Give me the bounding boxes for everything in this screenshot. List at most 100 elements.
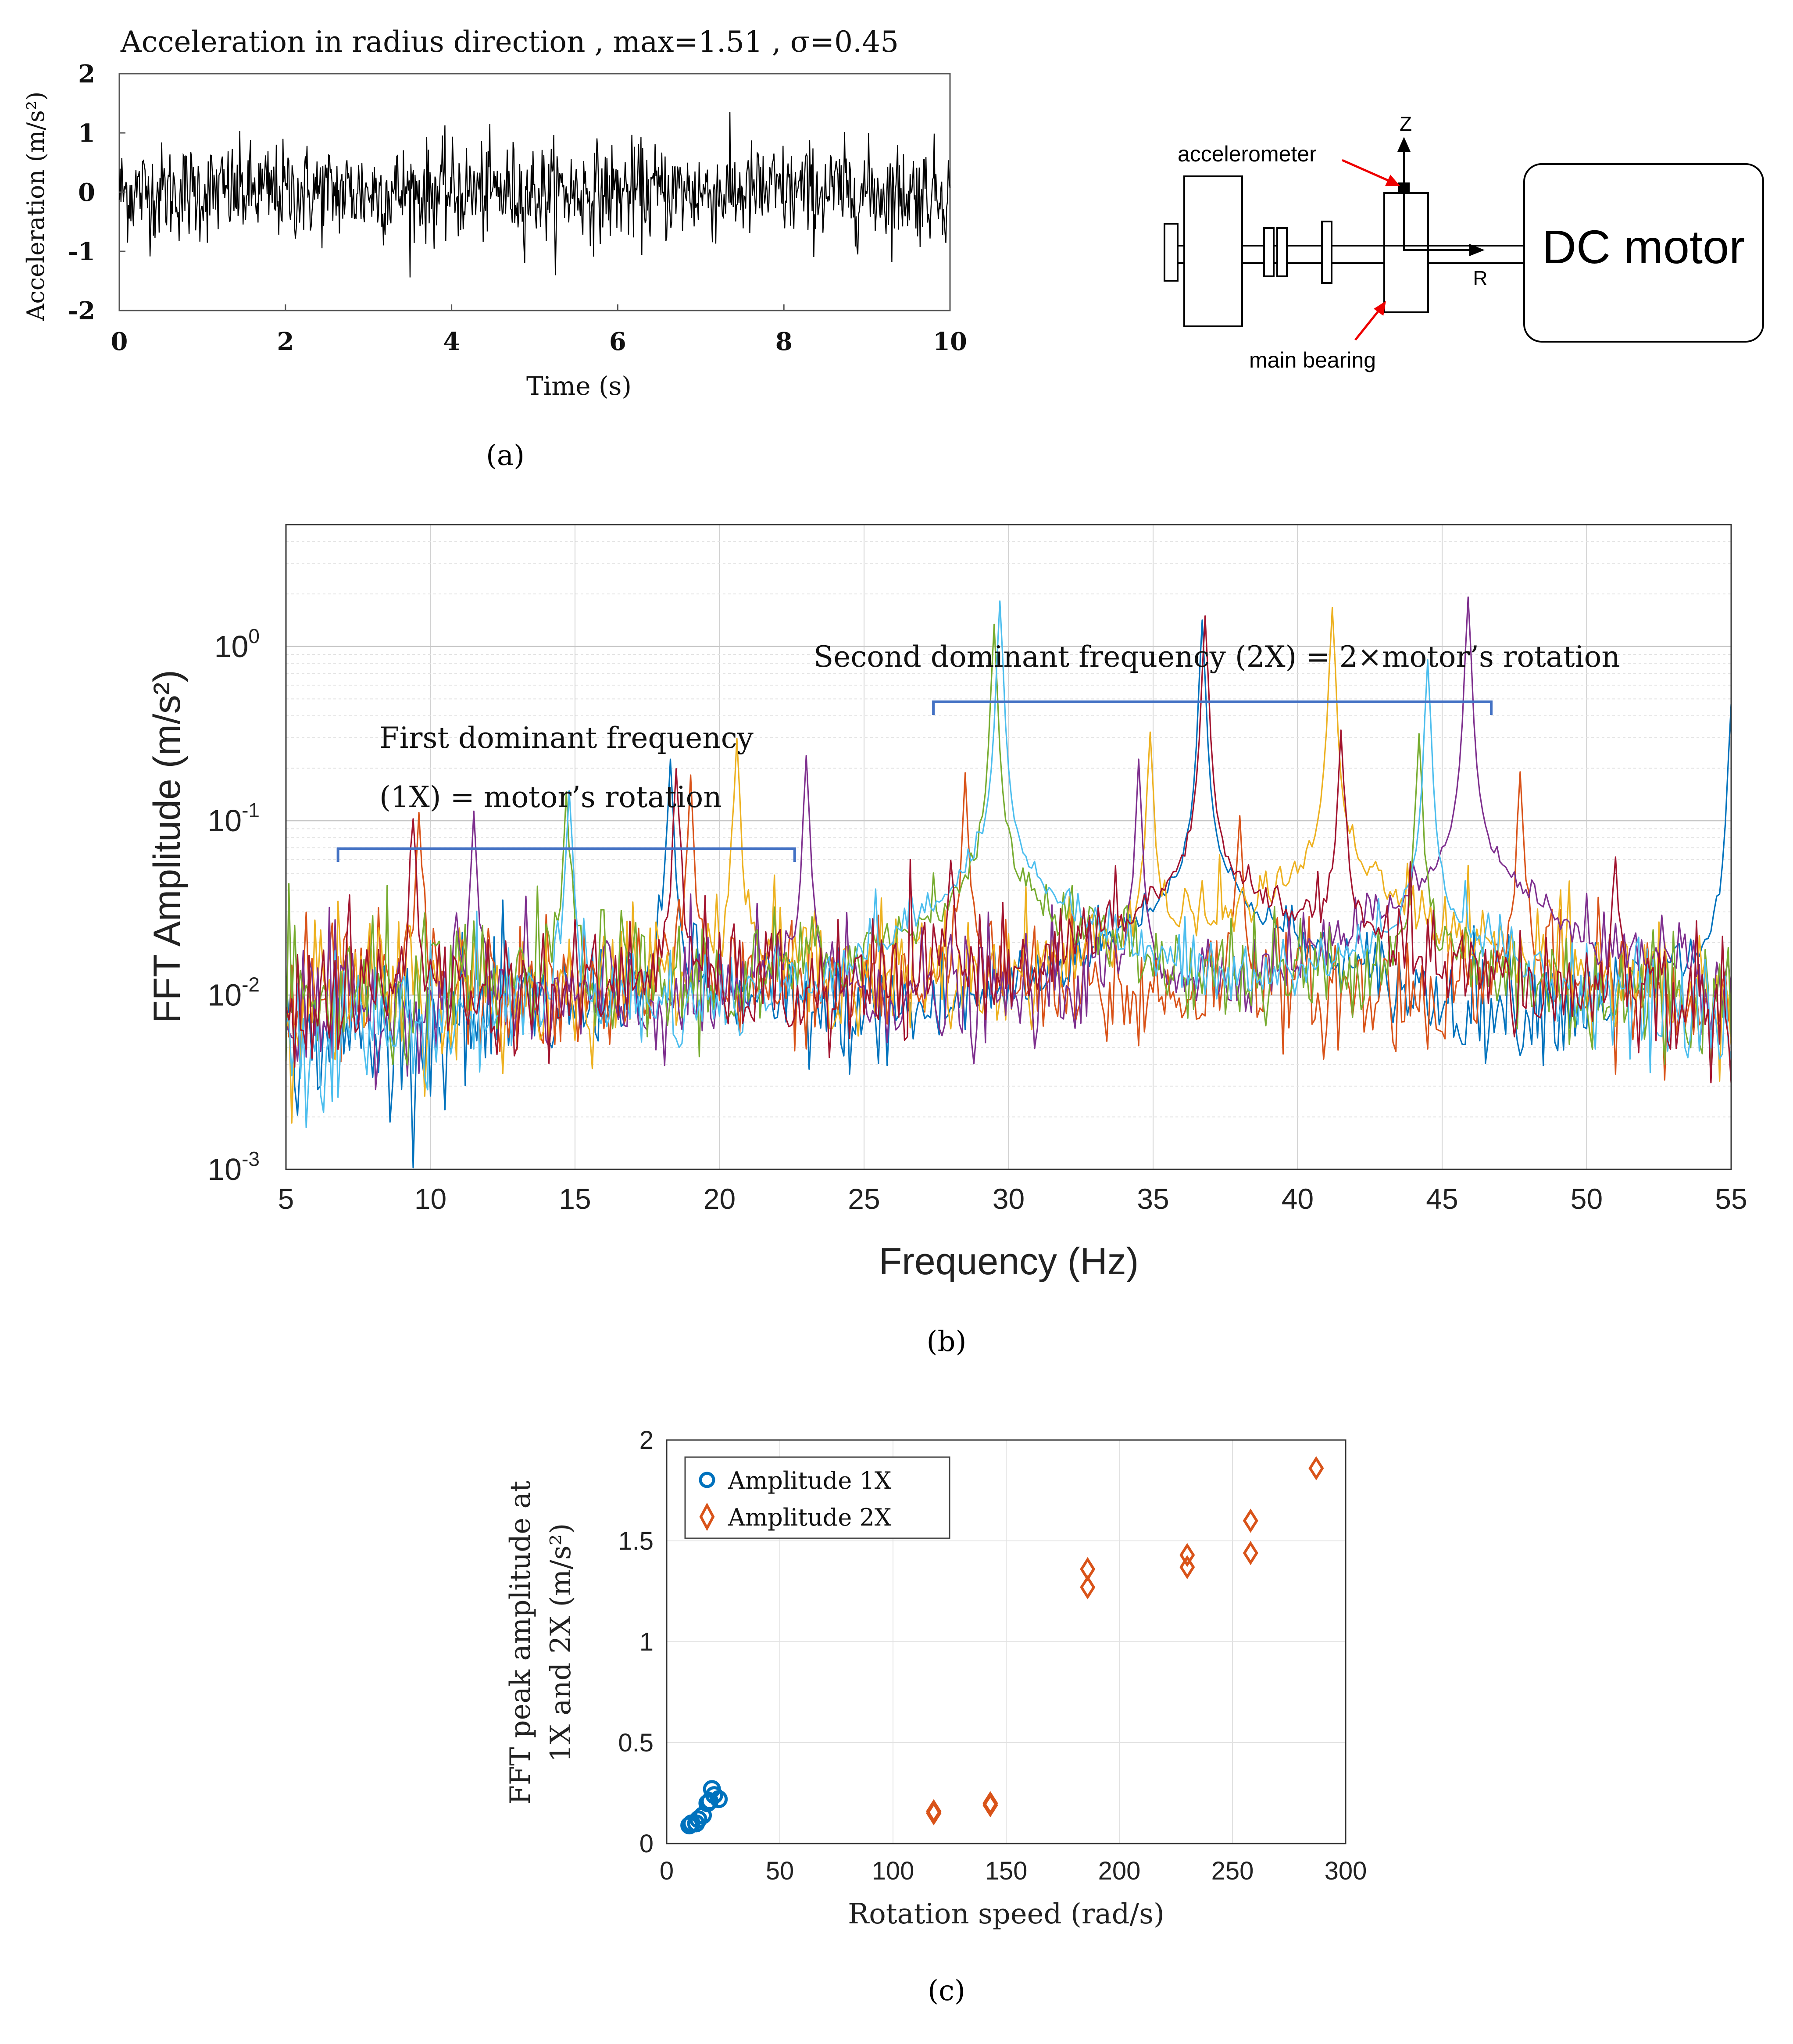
chart-b-ytick-label: 10-3 xyxy=(207,1147,260,1186)
panel-label-b: (b) xyxy=(927,1326,967,1358)
chart-c-series xyxy=(680,1456,1324,1835)
chart-b-peak-point xyxy=(736,745,738,746)
accelerometer-sensor xyxy=(1398,182,1410,194)
chart-b-peak-point xyxy=(993,628,995,629)
chart-a-axes: 0 2 4 6 8 10 -2 -1 0 1 2 xyxy=(68,60,967,356)
legend-marker-1x xyxy=(699,1472,715,1488)
accelerometer-pointer-head xyxy=(1385,175,1400,186)
chart-a-title: Acceleration in radius direction , max=1… xyxy=(120,25,899,59)
disk xyxy=(1321,221,1332,284)
chart-c-point-1x xyxy=(710,1790,728,1808)
chart-b-series-line xyxy=(285,607,1732,1124)
chart-a-xtick-label: 6 xyxy=(609,327,626,356)
legend-box xyxy=(684,1456,950,1539)
chart-b-xtick-label: 35 xyxy=(1137,1183,1169,1215)
legend-label-2x: Amplitude 2X xyxy=(728,1504,892,1531)
chart-c-ytick-label: 1.5 xyxy=(618,1527,654,1555)
chart-c-xtick-label: 300 xyxy=(1325,1857,1367,1885)
r-axis-arrowhead xyxy=(1469,244,1485,256)
chart-c-point-2x xyxy=(982,1793,998,1818)
chart-c-ytick-label: 2 xyxy=(639,1426,654,1454)
chart-b-annotations: First dominant frequency (1X) = motor’s r… xyxy=(336,640,1620,862)
chart-b-peak-point xyxy=(1204,618,1206,619)
chart-b-xtick-label: 20 xyxy=(704,1183,736,1215)
chart-a-xtick-label: 8 xyxy=(775,327,793,356)
chart-b-ytick-label: 10-2 xyxy=(207,973,260,1012)
chart-b-xtick-label: 15 xyxy=(559,1183,591,1215)
accelerometer-pointer xyxy=(1341,159,1396,185)
panel-label-a: (a) xyxy=(486,440,525,472)
chart-c-ytick-label: 1 xyxy=(639,1628,654,1656)
chart-b-annotation-text: First dominant frequency xyxy=(379,721,754,755)
chart-b-series xyxy=(285,596,1732,1169)
label-accelerometer: accelerometer xyxy=(1178,142,1317,166)
chart-c-point-2x xyxy=(926,1801,942,1826)
chart-c-point-1x xyxy=(705,1786,723,1805)
chart-a-ytick-label: 1 xyxy=(78,119,95,148)
chart-c-xlabel: Rotation speed (rad/s) xyxy=(848,1898,1164,1930)
chart-b-annotation-bracket xyxy=(336,847,796,862)
chart-b-xtick-label: 5 xyxy=(278,1183,294,1215)
chart-b-peak-point xyxy=(1519,775,1521,777)
main-bearing-pointer-head xyxy=(1374,301,1386,316)
chart-c-xtick-label: 250 xyxy=(1211,1857,1254,1885)
chart-b-peak-point xyxy=(418,824,420,825)
dc-motor-box xyxy=(1523,163,1764,343)
chart-b-xtick-label: 50 xyxy=(1571,1183,1603,1215)
chart-c-point-2x xyxy=(1243,1541,1258,1565)
r-axis-arrow xyxy=(1403,193,1472,251)
chart-a-xlabel: Time (s) xyxy=(526,371,632,401)
chart-b-xtick-label: 10 xyxy=(414,1183,446,1215)
flywheel xyxy=(1183,175,1243,327)
chart-a-xtick-label: 10 xyxy=(933,327,967,356)
chart-a-xtick-label: 4 xyxy=(443,327,460,356)
panel-a: Acceleration in radius direction , max=1… xyxy=(22,25,967,472)
chart-c-axes: 0 50 100 150 200 250 300 0 0.5 1 1.5 2 xyxy=(618,1426,1367,1885)
label-r-axis: R xyxy=(1473,267,1487,289)
chart-a-ytick-label: -1 xyxy=(68,237,95,266)
chart-b-ytick-label: 100 xyxy=(214,625,260,664)
chart-b-peak-point xyxy=(964,780,966,781)
machine-diagram xyxy=(1164,137,1764,343)
label-z-axis: Z xyxy=(1400,112,1412,135)
chart-b-peak-point xyxy=(473,820,475,822)
chart-c-legend: Amplitude 1X Amplitude 2X xyxy=(684,1456,950,1539)
chart-c-ylabel-line-2: 1X and 2X (m/s²) xyxy=(545,1523,577,1762)
chart-b-peak-point xyxy=(690,785,691,786)
chart-b-peak-point xyxy=(1615,872,1616,874)
chart-c-xtick-label: 50 xyxy=(766,1857,794,1885)
chart-b-peak-point xyxy=(1239,820,1240,822)
z-axis-arrowhead xyxy=(1397,137,1411,152)
chart-b-xtick-label: 55 xyxy=(1715,1183,1747,1215)
chart-b-xtick-label: 25 xyxy=(848,1183,880,1215)
chart-b-xlabel: Frequency (Hz) xyxy=(879,1240,1139,1283)
panel-b: 5 10 15 20 25 30 35 40 45 50 55 10-3 10-2 10-1 100 Fir… xyxy=(146,524,1747,1358)
chart-b-peak-point xyxy=(1138,768,1139,769)
chart-b-peak-point xyxy=(568,795,570,796)
chart-b-annotation-text: Second dominant frequency (2X) = 2×motor… xyxy=(814,640,1620,674)
chart-b-ylabel: FFT Amplitude (m/s²) xyxy=(146,670,188,1023)
chart-b-peak-point xyxy=(675,775,677,777)
chart-b-peak-point xyxy=(670,764,671,765)
chart-b-annotation-text: (1X) = motor’s rotation xyxy=(379,780,722,814)
chart-a-xtick-label: 2 xyxy=(277,327,294,356)
chart-a-ytick-label: 0 xyxy=(78,178,95,207)
chart-b-peak-point xyxy=(1418,737,1420,738)
chart-c-point-2x xyxy=(1179,1555,1195,1579)
chart-a-ytick-label: -2 xyxy=(68,297,95,325)
label-main-bearing: main bearing xyxy=(1249,348,1376,372)
chart-c-ytick-label: 0.5 xyxy=(618,1729,654,1757)
legend-label-1x: Amplitude 1X xyxy=(728,1467,892,1494)
chart-c-point-2x xyxy=(1308,1456,1324,1480)
chart-a-xtick-label: 0 xyxy=(111,327,128,356)
chart-b-peak-point xyxy=(950,872,951,874)
chart-a-ytick-label: 2 xyxy=(78,60,95,89)
chart-a-signal-line xyxy=(118,111,951,278)
chart-a-series xyxy=(118,111,951,278)
main-bearing-pointer xyxy=(1354,306,1382,341)
chart-c-point-1x xyxy=(689,1810,707,1829)
legend-marker-2x xyxy=(699,1502,715,1531)
chart-b-xtick-label: 40 xyxy=(1282,1183,1314,1215)
chart-b-ytick-label: 10-1 xyxy=(207,799,260,838)
chart-b-annotation-bracket xyxy=(932,700,1493,715)
